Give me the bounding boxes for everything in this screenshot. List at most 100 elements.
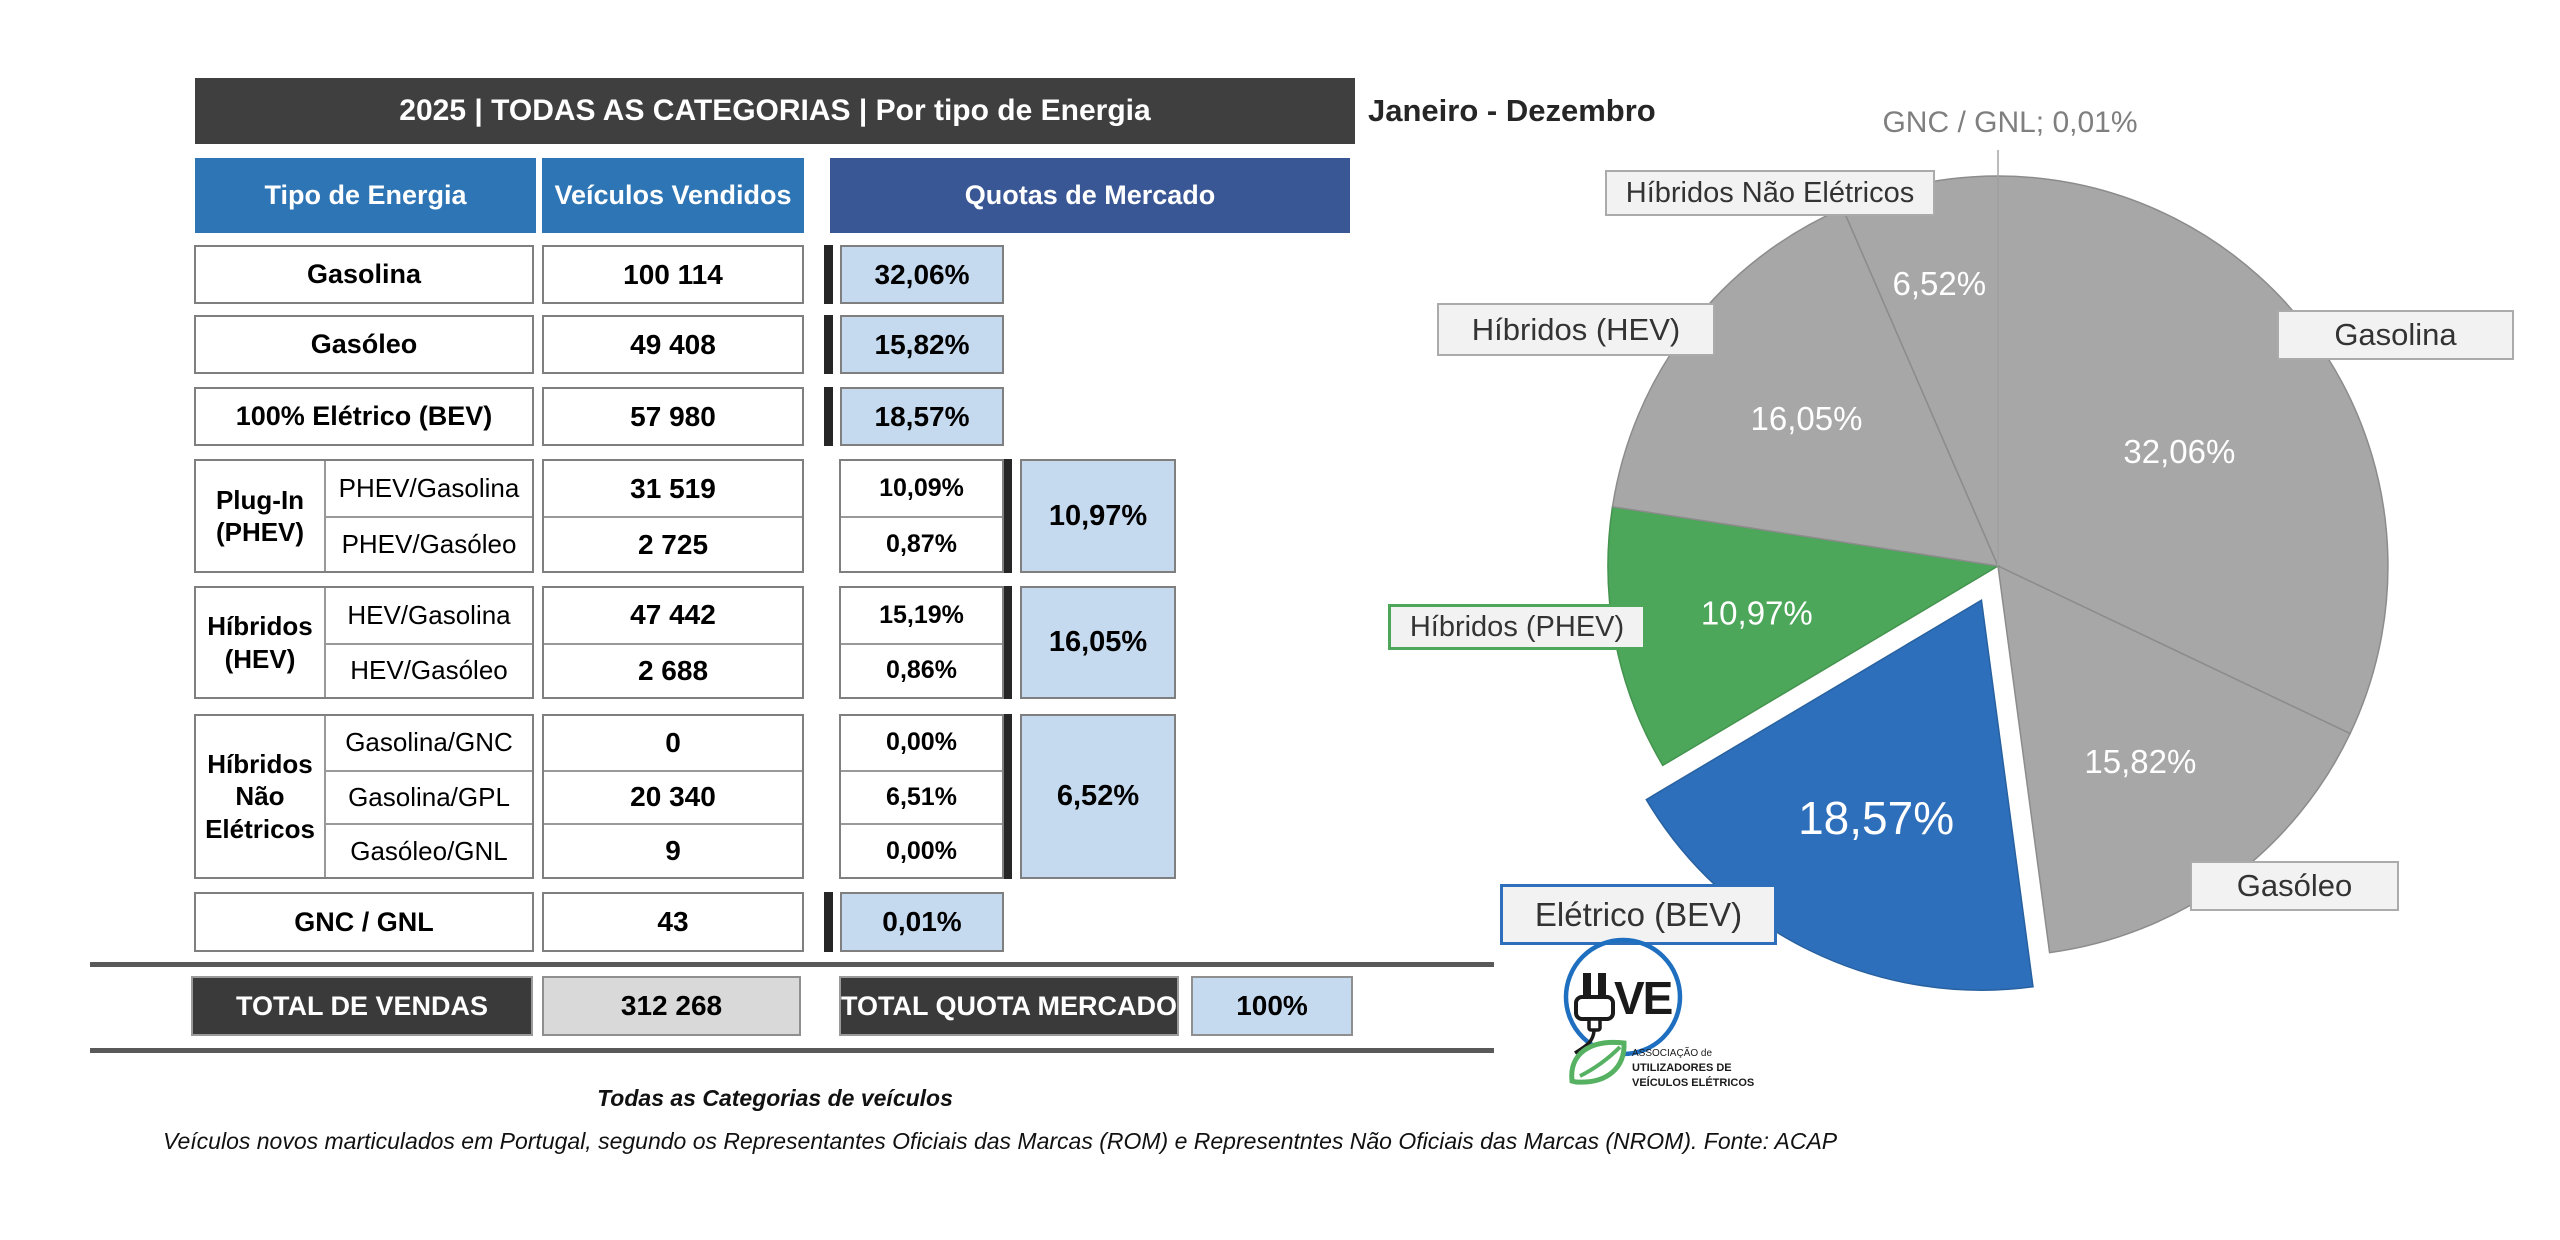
market-share-cell: 6,51% — [841, 769, 1002, 824]
total-sales-label: TOTAL DE VENDAS — [191, 976, 533, 1036]
table-row: GNC / GNL 43 0,01% — [194, 892, 1354, 952]
energy-table-body: Gasolina 100 114 32,06% Gasóleo 49 408 15,82%… — [194, 245, 1354, 957]
vehicles-sold-group-cell: 0 20 340 9 — [542, 714, 804, 879]
pie-slice-value-label: 16,05% — [1751, 400, 1863, 437]
plug-prong-icon — [1598, 973, 1606, 999]
sub-energy-type-cell: PHEV/Gasóleo — [326, 516, 532, 571]
pie-callout-gasoleo: Gasóleo — [2190, 861, 2399, 911]
energy-type-group-cell: Plug-In (PHEV) PHEV/Gasolina PHEV/Gasóleo — [194, 459, 534, 573]
market-share-cell: 0,87% — [841, 516, 1002, 571]
divider-line-top — [90, 962, 1494, 967]
share-accent-bar — [824, 245, 833, 304]
vehicles-sold-cell: 2 688 — [544, 642, 802, 698]
vehicles-sold-cell: 43 — [542, 892, 804, 952]
uve-logo: VE ASSOCIAÇÃO de UTILIZADORES DE VEÍCULO… — [1563, 937, 1754, 1089]
energy-type-cell: GNC / GNL — [194, 892, 534, 952]
market-share-group-cell: 15,19% 0,86% — [839, 586, 1004, 699]
column-header-sold: Veículos Vendidos — [542, 158, 804, 233]
pie-chart: 32,06% 15,82% 18,57% 10,97% 16,05% 6,52% — [1607, 150, 2389, 991]
logo-association-line1: ASSOCIAÇÃO de — [1632, 1046, 1712, 1059]
total-share-value: 100% — [1191, 976, 1353, 1036]
market-share-group-cell: 0,00% 6,51% 0,00% — [839, 714, 1004, 879]
market-share-cell: 32,06% — [840, 245, 1004, 304]
pie-callout-hibridos-nao-eletricos: Híbridos Não Elétricos — [1605, 170, 1935, 216]
vehicles-sold-cell: 31 519 — [630, 472, 716, 504]
table-group-row: Plug-In (PHEV) PHEV/Gasolina PHEV/Gasóleo 3… — [194, 459, 1354, 573]
energy-type-group-cell: Híbridos (HEV) HEV/Gasolina HEV/Gasóleo — [194, 586, 534, 699]
share-accent-bar — [1004, 714, 1012, 879]
vehicles-sold-cell: 100 114 — [542, 245, 804, 304]
pie-callout-gasolina: Gasolina — [2277, 310, 2514, 360]
energy-type-group-cell: Híbridos Não Elétricos Gasolina/GNC Gasoli… — [194, 714, 534, 879]
pie-slice-value-label: 15,82% — [2084, 743, 2196, 780]
group-label: Plug-In (PHEV) — [196, 461, 326, 571]
vehicles-sold-cell: 20 340 — [544, 769, 802, 824]
pie-callout-hibridos-phev: Híbridos (PHEV) — [1388, 604, 1646, 650]
share-accent-bar — [824, 387, 833, 446]
table-title-bar: 2025 | TODAS AS CATEGORIAS | Por tipo de… — [195, 78, 1355, 144]
plug-tip-icon — [1587, 1017, 1602, 1032]
market-share-cell: 0,86% — [841, 642, 1002, 698]
plug-body-icon — [1574, 995, 1615, 1021]
share-accent-bar — [1004, 586, 1012, 699]
market-share-cell: 10,09% — [879, 474, 964, 502]
pie-slice-value-label: 10,97% — [1701, 594, 1813, 631]
vehicles-sold-group-cell: 47 442 2 688 — [542, 586, 804, 699]
vehicles-sold-cell: 9 — [544, 823, 802, 877]
energy-type-cell: 100% Elétrico (BEV) — [194, 387, 534, 446]
market-share-cell: 0,01% — [840, 892, 1004, 952]
share-accent-bar — [824, 315, 833, 374]
table-row: 100% Elétrico (BEV) 57 980 18,57% — [194, 387, 1354, 446]
group-market-share-total-cell: 16,05% — [1020, 586, 1176, 699]
column-header-energy: Tipo de Energia — [195, 158, 536, 233]
total-share-label: TOTAL QUOTA MERCADO — [839, 976, 1179, 1036]
vehicles-sold-cell: 57 980 — [542, 387, 804, 446]
group-market-share-total-cell: 10,97% — [1020, 459, 1176, 573]
pie-slice-value-label: 18,57% — [1798, 792, 1954, 844]
vehicles-sold-cell: 2 725 — [544, 516, 802, 571]
sub-energy-type-cell: Gasolina/GPL — [326, 769, 532, 824]
sub-energy-type-cell: Gasóleo/GNL — [326, 823, 532, 877]
period-label: Janeiro - Dezembro — [1368, 93, 1656, 128]
column-header-share: Quotas de Mercado — [830, 158, 1350, 233]
market-share-cell: 15,82% — [840, 315, 1004, 374]
energy-type-cell: Gasóleo — [194, 315, 534, 374]
share-accent-bar — [1004, 459, 1012, 573]
share-accent-bar — [824, 892, 833, 952]
pie-slice-value-label: 32,06% — [2123, 433, 2235, 470]
table-group-row: Híbridos Não Elétricos Gasolina/GNC Gasoli… — [194, 714, 1354, 879]
pie-slice-value-label: 6,52% — [1893, 265, 1987, 302]
logo-association-line2: UTILIZADORES DE — [1632, 1062, 1732, 1074]
footnote-categories: Todas as Categorias de veículos — [597, 1085, 953, 1111]
market-share-cell: 15,19% — [879, 600, 964, 629]
vehicles-sold-group-cell: 31 519 2 725 — [542, 459, 804, 573]
pie-float-label-gnc: GNC / GNL; 0,01% — [1882, 106, 2138, 139]
plug-cable-icon — [1574, 1030, 1596, 1055]
pie-callout-hibridos-hev: Híbridos (HEV) — [1437, 303, 1715, 356]
plug-prong-icon — [1583, 973, 1591, 999]
market-share-cell: 0,00% — [841, 823, 1002, 877]
group-label: Híbridos Não Elétricos — [196, 716, 326, 877]
market-share-cell: 18,57% — [840, 387, 1004, 446]
uve-wordmark: VE — [1614, 972, 1672, 1024]
table-row: Gasolina 100 114 32,06% — [194, 245, 1354, 304]
logo-association-line3: VEÍCULOS ELÉTRICOS — [1632, 1076, 1754, 1089]
group-label: Híbridos (HEV) — [196, 588, 326, 697]
table-row: Gasóleo 49 408 15,82% — [194, 315, 1354, 374]
energy-type-cell: Gasolina — [194, 245, 534, 304]
total-sales-value: 312 268 — [542, 976, 801, 1036]
vehicles-sold-cell: 47 442 — [630, 599, 716, 631]
sub-energy-type-cell: HEV/Gasóleo — [326, 642, 532, 698]
sub-energy-type-cell: PHEV/Gasolina — [338, 473, 520, 503]
group-market-share-total-cell: 6,52% — [1020, 714, 1176, 879]
pie-callout-eletrico-bev: Elétrico (BEV) — [1500, 884, 1777, 945]
market-share-cell: 0,00% — [886, 728, 957, 757]
footnote-source: Veículos novos marticulados em Portugal,… — [163, 1128, 1838, 1154]
vehicles-sold-cell: 49 408 — [542, 315, 804, 374]
vehicles-sold-cell: 0 — [665, 726, 681, 758]
sub-energy-type-cell: Gasolina/GNC — [345, 727, 513, 758]
leaf-vein-icon — [1579, 1045, 1622, 1078]
sub-energy-type-cell: HEV/Gasolina — [347, 599, 511, 630]
divider-line-bottom — [90, 1048, 1494, 1053]
